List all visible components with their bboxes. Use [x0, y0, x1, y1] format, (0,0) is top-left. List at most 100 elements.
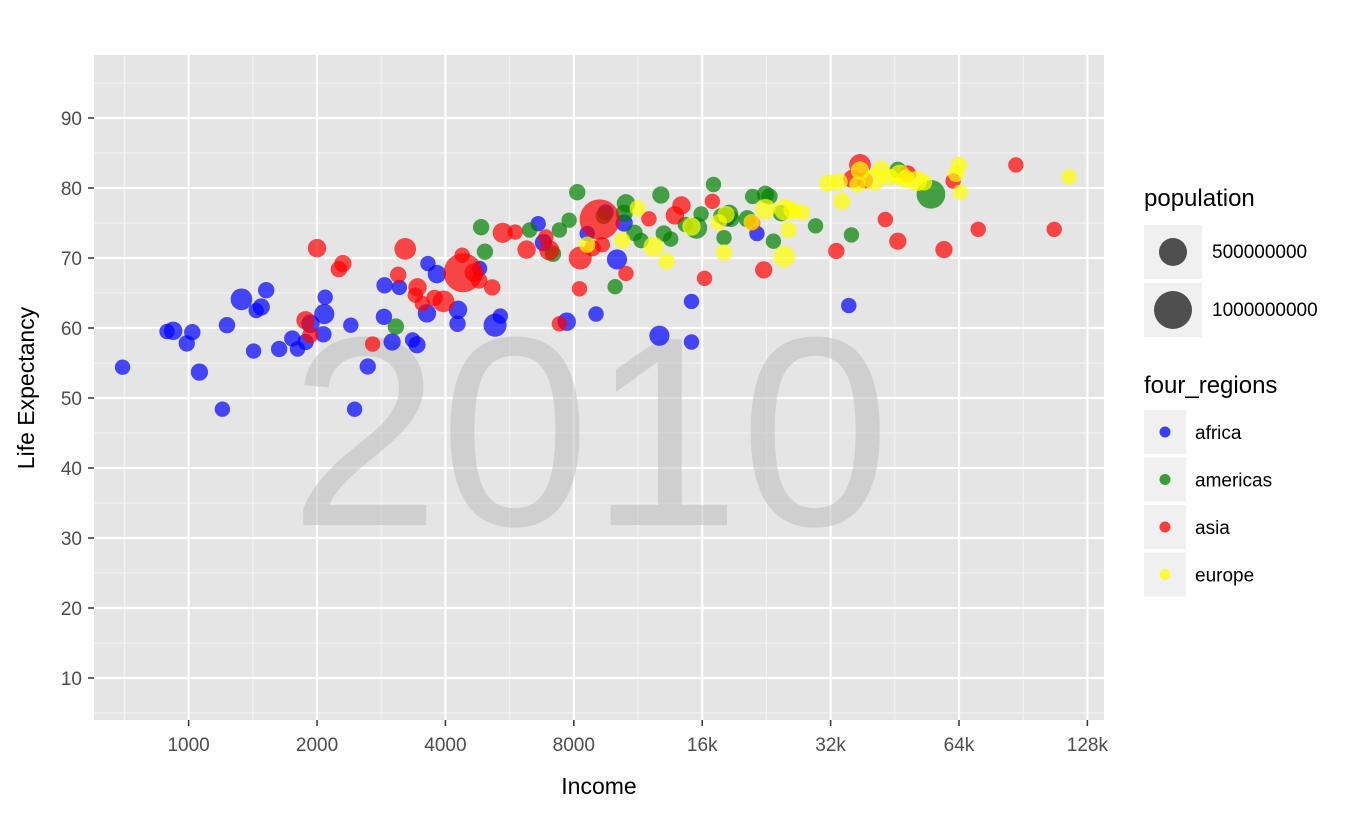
data-point-europe — [952, 184, 969, 200]
data-point-europe — [849, 176, 866, 193]
data-point-africa — [427, 264, 447, 284]
data-point-africa — [649, 325, 670, 346]
data-point-africa — [683, 334, 700, 350]
data-point-asia — [408, 278, 427, 297]
data-point-europe — [715, 244, 733, 261]
y-tick-label: 80 — [61, 179, 82, 200]
y-axis: 10 20 30 40 50 60 70 80 90 — [61, 109, 94, 690]
data-point-asia — [454, 247, 470, 263]
legend-color-title: four_regions — [1144, 372, 1277, 399]
data-point-europe — [682, 217, 701, 236]
data-point-asia — [551, 316, 568, 332]
data-point-europe — [780, 221, 797, 239]
data-point-americas — [744, 188, 761, 205]
data-point-africa — [230, 288, 253, 311]
data-point-asia — [571, 281, 588, 297]
y-tick-label: 40 — [61, 459, 82, 480]
data-point-asia — [618, 265, 634, 282]
data-point-africa — [841, 297, 857, 314]
x-tick-label: 32k — [815, 735, 846, 756]
data-point-americas — [652, 186, 670, 204]
data-point-africa — [245, 343, 262, 359]
data-point-americas — [705, 176, 722, 193]
y-tick-label: 90 — [61, 109, 82, 130]
data-point-africa — [343, 317, 359, 333]
data-point-americas — [551, 222, 568, 238]
data-point-americas — [561, 212, 577, 228]
data-point-africa — [346, 401, 363, 417]
data-point-asia — [672, 196, 691, 215]
data-point-africa — [359, 358, 376, 375]
data-point-americas — [615, 204, 633, 222]
legend-color-entries: africa americas asia europe — [1144, 410, 1272, 597]
data-point-europe — [830, 173, 848, 191]
data-point-europe — [833, 192, 851, 210]
legend-size-label: 500000000 — [1212, 242, 1307, 263]
data-point-africa — [492, 308, 509, 324]
grid-lines — [94, 55, 1104, 720]
data-point-asia — [471, 272, 488, 289]
data-point-africa — [163, 321, 183, 341]
data-point-americas — [663, 231, 679, 247]
data-point-americas — [521, 222, 538, 238]
x-tick-label: 8000 — [553, 735, 595, 756]
x-tick-label: 1000 — [167, 735, 209, 756]
data-point-asia — [296, 311, 315, 330]
data-point-asia — [1046, 221, 1062, 238]
data-point-asia — [492, 222, 513, 243]
data-point-americas — [472, 219, 490, 236]
data-point-asia — [828, 242, 845, 260]
data-point-asia — [307, 238, 327, 258]
data-point-asia — [755, 261, 773, 279]
legend: population four_regions 500000000 1000000… — [1144, 185, 1318, 597]
data-point-americas — [843, 227, 860, 243]
data-point-americas — [607, 278, 623, 295]
data-point-asia — [394, 238, 417, 260]
data-point-africa — [270, 340, 288, 358]
data-point-africa — [257, 282, 275, 299]
legend-color-marker — [1159, 474, 1171, 485]
data-point-africa — [375, 308, 393, 325]
data-point-americas — [716, 229, 732, 246]
data-point-americas — [807, 218, 824, 234]
data-point-asia — [579, 199, 620, 240]
data-point-americas — [765, 233, 782, 249]
data-point-asia — [484, 279, 501, 296]
legend-color-label: americas — [1195, 471, 1272, 492]
data-point-europe — [658, 253, 675, 270]
data-point-asia — [696, 270, 713, 287]
data-point-europe — [579, 236, 596, 253]
x-tick-label: 4000 — [424, 735, 466, 756]
data-points — [114, 154, 1077, 417]
legend-color-label: asia — [1195, 518, 1230, 539]
data-point-asia — [1008, 157, 1024, 173]
y-tick-label: 30 — [61, 529, 82, 550]
data-point-africa — [376, 277, 393, 294]
data-point-europe — [1061, 169, 1077, 185]
x-axis: 1000 2000 4000 8000 16k 32k 64k 128k — [167, 720, 1108, 756]
data-point-asia — [432, 290, 455, 313]
data-point-africa — [190, 363, 209, 381]
data-point-asia — [507, 224, 523, 240]
data-point-africa — [683, 293, 700, 310]
y-tick-label: 10 — [61, 669, 82, 690]
y-tick-label: 50 — [61, 389, 82, 410]
data-point-africa — [606, 249, 628, 270]
data-point-asia — [641, 211, 657, 227]
data-point-asia — [877, 211, 894, 228]
legend-size-label: 1000000000 — [1212, 300, 1318, 321]
data-point-africa — [114, 359, 131, 375]
x-tick-label: 128k — [1067, 735, 1109, 756]
data-point-africa — [184, 324, 201, 341]
legend-size-entries: 500000000 1000000000 — [1144, 225, 1318, 337]
data-point-europe — [614, 232, 631, 249]
data-point-americas — [476, 243, 494, 260]
data-point-asia — [517, 240, 536, 259]
data-point-americas — [387, 318, 404, 335]
data-point-asia — [704, 193, 721, 210]
data-point-europe — [643, 236, 664, 257]
data-point-asia — [594, 236, 611, 253]
data-point-africa — [588, 306, 604, 322]
plot-panel — [94, 55, 1104, 720]
